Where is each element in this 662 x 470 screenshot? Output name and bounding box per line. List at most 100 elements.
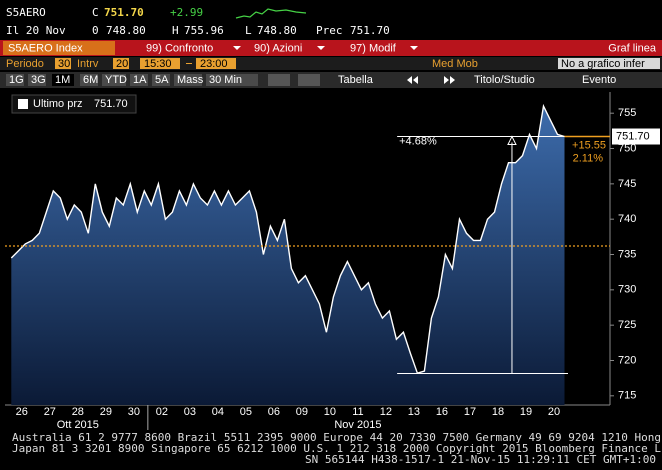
x-tick-label: 02 <box>156 406 168 418</box>
input[interactable] <box>140 58 180 69</box>
last-price-box <box>612 128 660 145</box>
tab-label[interactable]: 3G <box>31 74 46 86</box>
y-tick-label: 755 <box>618 107 636 119</box>
x-tick-label: 04 <box>212 406 224 418</box>
date: Il 20 Nov <box>6 24 66 37</box>
x-tick-label: 16 <box>436 406 448 418</box>
y-tick-label: 735 <box>618 248 636 260</box>
change-percent: 2.11% <box>573 152 604 164</box>
y-tick-label: 750 <box>618 142 636 154</box>
tab-label[interactable]: Mass <box>177 74 204 86</box>
measure-arrow <box>507 135 517 146</box>
input[interactable] <box>55 58 71 69</box>
tab[interactable] <box>6 74 24 86</box>
tab-label[interactable]: 1G <box>9 74 24 86</box>
tab-label[interactable]: 30 Min <box>209 74 242 86</box>
tab-label[interactable]: 6M <box>83 74 98 86</box>
tab[interactable] <box>28 74 46 86</box>
x-tick-label: 11 <box>352 406 363 418</box>
menu-bar <box>0 40 662 56</box>
x-tick-label: 06 <box>268 406 280 418</box>
menu-item[interactable]: 97) Modif <box>350 42 397 54</box>
tab[interactable] <box>206 74 258 86</box>
legend-value: 751.70 <box>94 98 128 110</box>
legend-label: Ultimo prz <box>33 98 83 110</box>
x-tick-label: 30 <box>128 406 140 418</box>
label: 0 <box>92 24 99 37</box>
event-button[interactable]: Evento <box>582 74 616 86</box>
x-tick-label: 17 <box>464 406 476 418</box>
change-points: +15.55 <box>572 139 606 151</box>
footer-line: Australia 61 2 9777 8600 Brazil 5511 239… <box>12 431 662 444</box>
tab[interactable] <box>174 74 202 86</box>
plot: 715 720 725 730 735 740 745 750 755 26 27 28 29 30 02 0… <box>5 103 660 431</box>
dropdown[interactable] <box>558 58 660 69</box>
last-price: 751.70 <box>104 6 144 19</box>
value: 751.70 <box>350 24 390 37</box>
start-time[interactable]: 15:30 <box>144 58 172 70</box>
security[interactable]: S5AERO Index <box>8 42 83 54</box>
x-tick-label: 19 <box>520 406 532 418</box>
chart-button[interactable] <box>298 74 320 86</box>
x-tick-label: 26 <box>16 406 28 418</box>
x-tick-label: 18 <box>492 406 504 418</box>
label: Med Mob <box>432 58 478 70</box>
x-tick-label: 10 <box>324 406 336 418</box>
y-tick-label: 745 <box>618 178 636 190</box>
month-label: Ott 2015 <box>57 419 99 431</box>
sparkline <box>235 8 307 19</box>
last-price-label: 751.70 <box>616 130 650 142</box>
tab-label[interactable]: 1M <box>55 74 70 86</box>
label: C <box>92 6 99 19</box>
tab[interactable] <box>102 74 126 86</box>
ticker: S5AERO <box>6 6 46 19</box>
label: Intrv <box>77 58 99 70</box>
tab[interactable] <box>130 74 148 86</box>
end-time[interactable]: 23:00 <box>200 58 228 70</box>
area <box>11 106 565 405</box>
menu-item[interactable]: 99) Confronto <box>146 42 213 54</box>
footer-line: Japan 81 3 3201 8900 Singapore 65 6212 1… <box>12 442 662 455</box>
x-tick-label: 27 <box>44 406 56 418</box>
x-tick-label: 20 <box>548 406 560 418</box>
table-button[interactable]: Tabella <box>338 74 374 86</box>
month-label: Nov 2015 <box>334 419 381 431</box>
period[interactable]: 30 <box>58 58 70 70</box>
chart-type[interactable]: Graf linea <box>608 42 657 54</box>
index-box[interactable] <box>3 41 115 55</box>
tab[interactable] <box>152 74 170 86</box>
label: H <box>172 24 179 37</box>
tabs: 1G 3G 1M 6M YTD 1A 5A Mass 30 Min <box>6 74 258 86</box>
tab[interactable] <box>52 74 74 86</box>
menu-item[interactable]: 90) Azioni <box>254 42 302 54</box>
interval[interactable]: 20 <box>116 58 128 70</box>
legend-swatch[interactable] <box>18 99 28 109</box>
y-tick-label: 725 <box>618 319 636 331</box>
tab-label[interactable]: 5A <box>155 74 169 86</box>
footer-line: SN 565144 H438-1517-1 21-Nov-15 11:29:11… <box>305 453 656 466</box>
dash <box>186 63 192 64</box>
input[interactable] <box>113 58 129 69</box>
x-tick-label: 28 <box>72 406 84 418</box>
x-tick-label: 05 <box>240 406 252 418</box>
legend <box>11 94 137 114</box>
chart-button[interactable] <box>268 74 290 86</box>
y-tick-label: 740 <box>618 213 636 225</box>
label: Periodo <box>6 58 44 70</box>
tab-label[interactable]: YTD <box>105 74 127 86</box>
lower-chart[interactable]: No a grafico infer <box>561 58 645 70</box>
nav-arrows[interactable] <box>407 76 455 84</box>
study-button[interactable]: Titolo/Studio <box>474 74 535 86</box>
input[interactable] <box>196 58 236 69</box>
tab-label[interactable]: 1A <box>133 74 147 86</box>
measure-label: +4.68% <box>399 135 437 147</box>
y-tick-label: 730 <box>618 284 636 296</box>
y-tick-label: 720 <box>618 354 636 366</box>
x-tick-label: 03 <box>184 406 196 418</box>
value: 748.80 <box>106 24 146 37</box>
value: 755.96 <box>184 24 224 37</box>
tab[interactable] <box>80 74 98 86</box>
value: 748.80 <box>257 24 297 37</box>
x-tick-label: 13 <box>408 406 420 418</box>
